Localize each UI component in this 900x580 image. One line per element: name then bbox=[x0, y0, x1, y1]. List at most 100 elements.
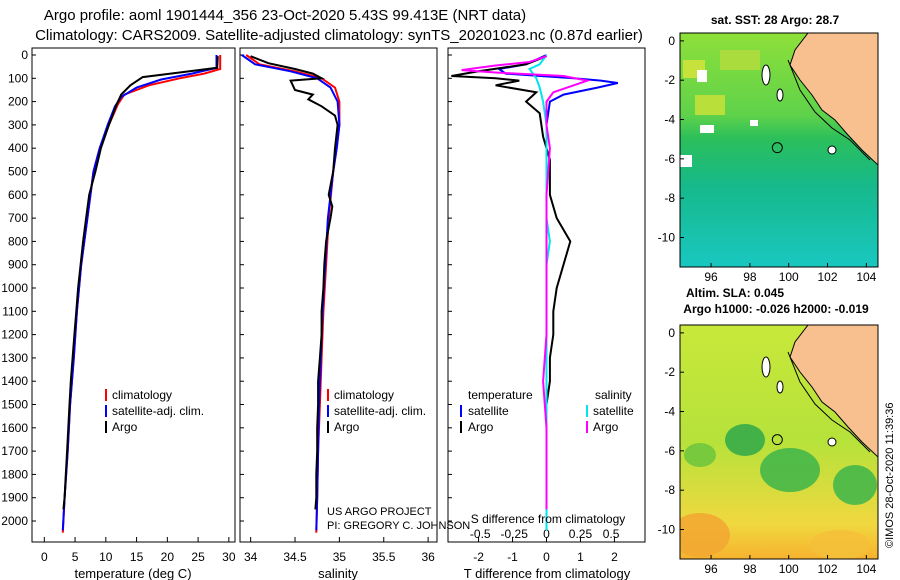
x-tick-label: -2 bbox=[473, 550, 484, 564]
map-x-tick-label: 104 bbox=[856, 562, 876, 576]
legend-label-argo: Argo bbox=[112, 420, 138, 434]
sla-low-blob bbox=[833, 465, 877, 505]
map-x-tick-label: 100 bbox=[779, 270, 799, 284]
map-y-tick-label: -6 bbox=[664, 444, 675, 458]
sla-map bbox=[680, 325, 878, 559]
sst-coastline bbox=[787, 59, 871, 161]
depth-tick-label: 1500 bbox=[1, 398, 28, 412]
depth-tick-label: 900 bbox=[8, 258, 28, 272]
x-tick-label: 34 bbox=[244, 550, 258, 564]
x-tick-label: 30 bbox=[222, 550, 236, 564]
sla-map-title: Altim. SLA: 0.045 bbox=[686, 286, 784, 300]
legend-label-climatology: climatology bbox=[334, 388, 394, 402]
depth-tick-label: 1900 bbox=[1, 491, 28, 505]
sla-map-subtitle: Argo h1000: -0.026 h2000: -0.019 bbox=[683, 302, 869, 316]
sst-island bbox=[776, 88, 784, 102]
credit-pi: PI: GREGORY C. JOHNSON bbox=[327, 520, 470, 532]
s-difference-axis: -0.5 -0.25 0 0.25 0.5 bbox=[470, 527, 620, 541]
series-s-argo bbox=[461, 55, 592, 510]
depth-tick-label: 1800 bbox=[1, 467, 28, 481]
temperature-plot-frame bbox=[31, 47, 236, 543]
x-tick-label: 35.5 bbox=[372, 550, 396, 564]
sla-map-axes: 96 98 100 102 104 0 -2 -4 -6 -8 -10 bbox=[658, 326, 877, 576]
series-argo bbox=[250, 55, 339, 510]
sla-island bbox=[761, 356, 771, 378]
map-x-tick-label: 96 bbox=[704, 270, 718, 284]
sla-low-blob bbox=[684, 443, 716, 467]
legend-label-s-argo: Argo bbox=[593, 420, 619, 434]
sla-high-blob bbox=[810, 530, 870, 559]
series-t-satellite bbox=[496, 54, 619, 531]
sla-high-blob bbox=[680, 513, 730, 557]
depth-tick-label: 1300 bbox=[1, 351, 28, 365]
legend-label-satellite: satellite-adj. clim. bbox=[334, 404, 426, 418]
sst-cloud-gap bbox=[680, 155, 692, 167]
depth-tick-label: 1100 bbox=[2, 304, 28, 318]
t-difference-axis: -2 -1 0 1 2 bbox=[473, 537, 618, 564]
depth-tick-label: 1600 bbox=[1, 421, 28, 435]
map-y-tick-label: 0 bbox=[668, 34, 675, 48]
sst-cloud-gap bbox=[700, 125, 714, 133]
salinity-series bbox=[241, 54, 341, 533]
sst-cloud-gap bbox=[750, 120, 758, 126]
salinity-plot-frame bbox=[239, 47, 438, 543]
series-climatology bbox=[245, 54, 341, 533]
series-climatology bbox=[61, 55, 222, 533]
temperature-legend: climatology satellite-adj. clim. Argo bbox=[105, 388, 204, 434]
s-diff-tick-label: -0.25 bbox=[501, 527, 529, 541]
x-tick-label: 10 bbox=[99, 550, 113, 564]
legend-label-argo: Argo bbox=[334, 420, 360, 434]
s-diff-tick-label: 0.5 bbox=[603, 527, 620, 541]
x-tick-label: -1 bbox=[507, 550, 518, 564]
header-line1: Argo profile: aoml 1901444_356 23-Oct-20… bbox=[44, 7, 526, 24]
depth-tick-label: 1400 bbox=[1, 374, 28, 388]
map-x-tick-label: 100 bbox=[779, 562, 799, 576]
sst-warm-patch bbox=[720, 50, 760, 70]
map-y-tick-label: -2 bbox=[664, 73, 675, 87]
legend-title-temperature: temperature bbox=[468, 388, 533, 402]
sla-coastline bbox=[787, 351, 871, 453]
sla-island bbox=[827, 437, 837, 447]
sst-cloud-gap bbox=[697, 70, 707, 82]
sla-float-marker bbox=[771, 434, 783, 446]
map-y-tick-label: -8 bbox=[664, 483, 675, 497]
sst-map bbox=[680, 33, 878, 267]
sst-map-title: sat. SST: 28 Argo: 28.7 bbox=[711, 13, 840, 27]
salinity-axis: 34 34.5 35 35.5 36 bbox=[244, 537, 435, 564]
difference-xlabel: T difference from climatology bbox=[464, 566, 631, 580]
legend-label-t-satellite: satellite bbox=[468, 404, 509, 418]
map-x-tick-label: 98 bbox=[743, 270, 757, 284]
sst-map-frame bbox=[679, 32, 879, 268]
s-difference-label: S difference from climatology bbox=[471, 512, 626, 526]
imos-stamp: ©IMOS 28-Oct-2020 11:39:36 bbox=[884, 403, 896, 548]
depth-tick-label: 700 bbox=[8, 211, 28, 225]
x-tick-label: 15 bbox=[130, 550, 144, 564]
map-x-tick-label: 104 bbox=[856, 270, 876, 284]
x-tick-label: 1 bbox=[577, 550, 584, 564]
s-diff-tick-label: 0.25 bbox=[569, 527, 593, 541]
x-tick-label: 0 bbox=[41, 550, 48, 564]
map-y-tick-label: 0 bbox=[668, 326, 675, 340]
map-y-tick-label: -6 bbox=[664, 152, 675, 166]
depth-tick-label: 600 bbox=[8, 188, 28, 202]
depth-tick-label: 800 bbox=[8, 234, 28, 248]
x-tick-label: 5 bbox=[72, 550, 79, 564]
depth-tick-label: 400 bbox=[8, 141, 28, 155]
x-tick-label: 35 bbox=[333, 550, 347, 564]
depth-tick-label: 500 bbox=[8, 165, 28, 179]
difference-series bbox=[451, 54, 619, 531]
x-tick-label: 34.5 bbox=[283, 550, 307, 564]
sst-warm-patch bbox=[695, 95, 725, 115]
legend-label-t-argo: Argo bbox=[468, 420, 494, 434]
series-satellite-adj-clim- bbox=[61, 55, 218, 531]
sla-low-blob bbox=[760, 448, 820, 492]
sst-land bbox=[789, 33, 878, 166]
map-y-tick-label: -4 bbox=[664, 405, 675, 419]
map-x-tick-label: 102 bbox=[818, 270, 838, 284]
sst-map-axes: 96 98 100 102 104 0 -2 -4 -6 -8 -10 bbox=[658, 34, 877, 284]
x-tick-label: 0 bbox=[543, 550, 550, 564]
header-line2: Climatology: CARS2009. Satellite-adjuste… bbox=[35, 27, 643, 44]
sst-island bbox=[761, 64, 771, 86]
